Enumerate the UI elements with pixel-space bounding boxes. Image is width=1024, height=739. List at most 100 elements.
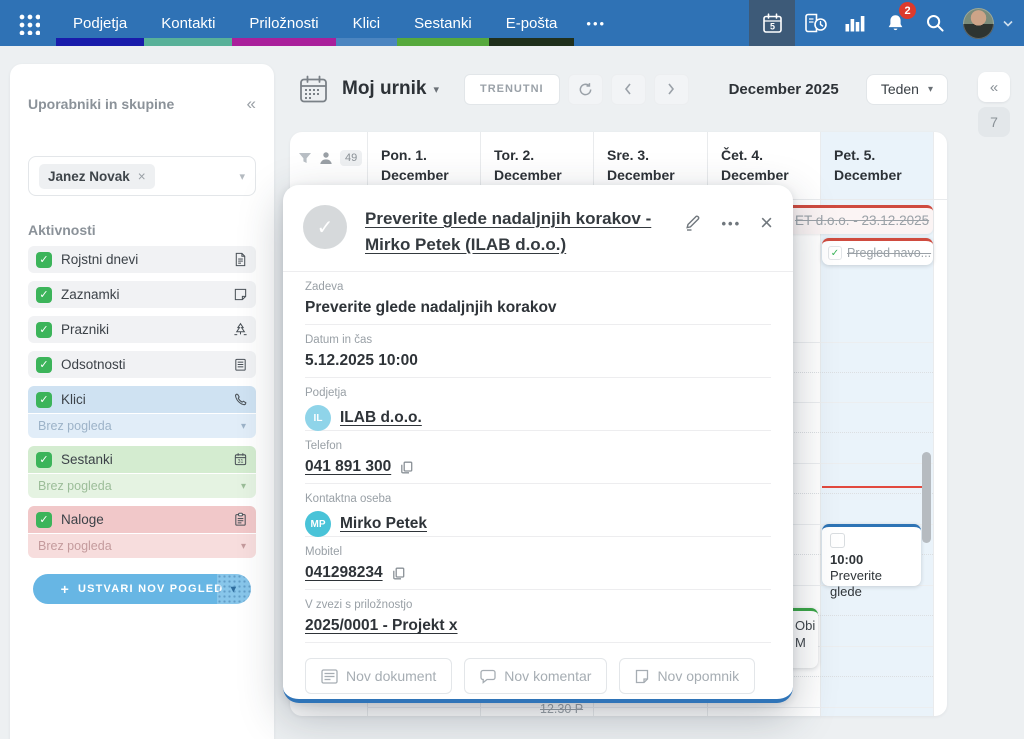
create-new-view-button[interactable]: + USTVARI NOV POGLED ▾ xyxy=(33,574,251,604)
naloge-view-select[interactable]: Brez pogleda ▾ xyxy=(28,534,256,558)
checkbox-checked-icon[interactable]: ✓ xyxy=(36,251,52,268)
list-item[interactable]: ✓ Prazniki xyxy=(28,316,256,343)
user-menu-chevron-icon[interactable] xyxy=(1000,20,1016,27)
list-item[interactable]: ✓ Sestanki 31 xyxy=(28,446,256,473)
main-tabs: Podjetja Kontakti Priložnosti Klici Sest… xyxy=(56,0,618,46)
checkbox-checked-icon[interactable]: ✓ xyxy=(36,511,52,528)
search-icon xyxy=(927,15,944,32)
note-icon xyxy=(233,287,248,302)
tree-icon xyxy=(233,322,248,337)
klici-view-select[interactable]: Brez pogleda ▾ xyxy=(28,414,256,438)
caret-down-icon: ▾ xyxy=(927,83,933,95)
caret-down-icon: ▾ xyxy=(240,480,246,492)
collapse-panel-icon[interactable]: « xyxy=(246,94,256,113)
activity-rojstni-dnevi: ✓ Rojstni dnevi xyxy=(28,246,256,273)
mobile-link[interactable]: 041298234 xyxy=(305,564,383,581)
person-icon[interactable] xyxy=(319,151,333,165)
event-preverite[interactable]: 10:00 Preverite glede xyxy=(822,524,921,599)
user-avatar[interactable] xyxy=(963,7,994,39)
list-item[interactable]: ✓ Zaznamki xyxy=(28,281,256,308)
task-title-link[interactable]: Preverite glede nadaljnjih korakov - Mir… xyxy=(365,209,652,254)
remove-user-icon[interactable]: × xyxy=(137,168,146,184)
list-item[interactable]: ✓ Odsotnosti xyxy=(28,351,256,378)
tab-underline xyxy=(232,38,336,46)
more-options-icon[interactable]: ••• xyxy=(721,215,742,231)
task-detail-popup: ✓ Preverite glede nadaljnjih korakov - M… xyxy=(283,185,793,703)
new-document-button[interactable]: Nov dokument xyxy=(305,658,453,694)
event-bottom-label[interactable]: 12.30 P xyxy=(540,702,584,716)
search-button[interactable] xyxy=(918,0,952,46)
calendar-scrollbar[interactable] xyxy=(922,452,931,543)
list-item[interactable]: ✓ Naloge xyxy=(28,506,256,533)
reminder-note-icon xyxy=(636,669,649,683)
create-view-options-button[interactable]: ▾ xyxy=(217,574,251,604)
tab-kontakti[interactable]: Kontakti xyxy=(144,0,233,46)
contact-link[interactable]: Mirko Petek xyxy=(340,515,428,532)
view-select-button[interactable]: Teden ▾ xyxy=(865,73,948,105)
activity-klici: ✓ Klici Brez pogleda ▾ xyxy=(28,386,256,438)
checkbox-checked-icon[interactable]: ✓ xyxy=(36,321,52,338)
tabs-more-button[interactable]: ••• xyxy=(586,15,607,31)
tab-sestanki[interactable]: Sestanki xyxy=(397,0,489,46)
day-header-tue[interactable]: Tor. 2. December xyxy=(494,147,562,183)
list-item[interactable]: ✓ Rojstni dnevi xyxy=(28,246,256,273)
checkbox-checked-icon[interactable]: ✓ xyxy=(36,451,52,468)
notifications-button[interactable]: 2 xyxy=(878,0,916,46)
tab-underline xyxy=(56,38,145,46)
checkbox-checked-icon[interactable]: ✓ xyxy=(36,391,52,408)
event-checkbox[interactable] xyxy=(830,533,845,548)
field-priloznost: V zvezi s priložnostjo 2025/0001 - Proje… xyxy=(305,590,771,643)
chevron-left-icon xyxy=(625,83,631,95)
company-link[interactable]: ILAB d.o.o. xyxy=(340,409,422,426)
tab-underline xyxy=(397,38,489,46)
day-header-mon[interactable]: Pon. 1. December xyxy=(381,147,449,183)
field-mobitel: Mobitel 041298234 xyxy=(305,537,771,590)
calendar-header-row: 49 Pon. 1. December Tor. 2. December Sre. … xyxy=(290,132,947,200)
phone-link[interactable]: 041 891 300 xyxy=(305,458,392,475)
schedule-caret-icon[interactable]: ▾ xyxy=(433,83,439,96)
new-comment-button[interactable]: Nov komentar xyxy=(464,658,608,694)
current-button[interactable]: TRENUTNI xyxy=(463,73,560,105)
activity-history-icon xyxy=(804,13,827,33)
tab-klici[interactable]: Klici xyxy=(335,0,398,46)
bar-chart-icon xyxy=(845,16,864,32)
users-groups-panel: Uporabniki in skupine « Janez Novak × ▾ … xyxy=(10,64,274,739)
activity-sestanki: ✓ Sestanki 31 Brez pogleda ▾ xyxy=(28,446,256,498)
refresh-button[interactable] xyxy=(567,73,603,105)
new-reminder-button[interactable]: Nov opomnik xyxy=(619,658,756,694)
list-item[interactable]: ✓ Klici xyxy=(28,386,256,413)
copy-icon[interactable] xyxy=(392,567,405,580)
tab-priloznosti[interactable]: Priložnosti xyxy=(232,0,336,46)
event-pregled[interactable]: ✓ Pregled navo... xyxy=(822,238,933,265)
filter-icon[interactable] xyxy=(298,152,312,164)
document-icon xyxy=(233,252,248,267)
day-header-thu[interactable]: Čet. 4. December xyxy=(721,147,789,183)
close-icon[interactable]: × xyxy=(760,210,773,235)
activity-odsotnosti: ✓ Odsotnosti xyxy=(28,351,256,378)
activity-history-button[interactable] xyxy=(798,0,832,46)
copy-icon[interactable] xyxy=(400,461,413,474)
comment-bubble-icon xyxy=(480,669,496,684)
day-header-fri[interactable]: Pet. 5. December xyxy=(834,147,902,183)
day-header-wed[interactable]: Sre. 3. December xyxy=(607,147,675,183)
tab-eposta[interactable]: E-pošta xyxy=(488,0,575,46)
checkbox-checked-icon[interactable]: ✓ xyxy=(36,286,52,303)
field-datum: Datum in čas 5.12.2025 10:00 xyxy=(305,325,771,378)
calendar-nav-button[interactable]: 5 xyxy=(749,0,795,46)
grid-line xyxy=(367,707,933,708)
prev-week-button[interactable] xyxy=(610,73,646,105)
sestanki-view-select[interactable]: Brez pogleda ▾ xyxy=(28,474,256,498)
schedule-title[interactable]: Moj urnik xyxy=(342,78,427,99)
reports-button[interactable] xyxy=(838,0,872,46)
mark-done-button[interactable]: ✓ xyxy=(303,205,347,249)
user-filter-select[interactable]: Janez Novak × ▾ xyxy=(28,156,256,196)
schedule-toolbar: Moj urnik ▾ TRENUTNI December 2025 Teden… xyxy=(298,70,948,108)
field-telefon: Telefon 041 891 300 xyxy=(305,431,771,484)
checkbox-checked-icon[interactable]: ✓ xyxy=(36,356,52,373)
app-grid-button[interactable] xyxy=(0,0,56,46)
edit-pencil-icon[interactable] xyxy=(684,214,702,232)
collapse-right-panel-button[interactable]: « xyxy=(978,72,1010,102)
opportunity-link[interactable]: 2025/0001 - Projekt x xyxy=(305,617,458,634)
next-week-button[interactable] xyxy=(653,73,689,105)
tab-podjetja[interactable]: Podjetja xyxy=(56,0,145,46)
